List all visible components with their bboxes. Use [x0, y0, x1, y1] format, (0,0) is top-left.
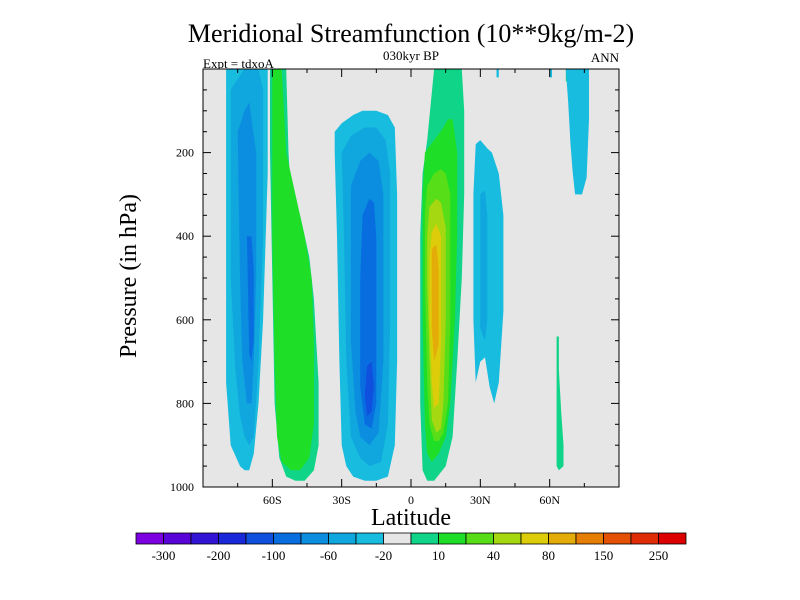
- colorbar-swatch: [465, 532, 494, 545]
- colorbar-swatch: [410, 532, 439, 545]
- colorbar-swatch: [548, 532, 577, 545]
- chart-subtitle-right: ANN: [591, 50, 620, 65]
- colorbar-swatch: [575, 532, 604, 545]
- y-tick-label: 1000: [170, 480, 194, 494]
- contour-nh-ferrel-inner: [480, 190, 488, 341]
- colorbar-label: -300: [152, 548, 176, 563]
- colorbar-label: -100: [262, 548, 286, 563]
- colorbar-swatch: [383, 532, 412, 545]
- colorbar-label: -200: [207, 548, 231, 563]
- x-tick-label: 60N: [539, 493, 560, 507]
- contour-nh-polar-top: [565, 69, 589, 195]
- colorbar-label: 40: [487, 548, 500, 563]
- x-tick-label: 0: [408, 493, 414, 507]
- colorbar-swatch: [603, 532, 632, 545]
- y-tick-label: 800: [176, 396, 194, 410]
- colorbar-label: -20: [375, 548, 392, 563]
- axis-ticks: 60S 30S 0 30N 60N 200 400 600 800 1000: [170, 69, 619, 507]
- x-tick-label: 30N: [470, 493, 491, 507]
- colorbar-swatch: [163, 532, 192, 545]
- colorbar-swatch: [135, 532, 164, 545]
- y-tick-label: 200: [176, 146, 194, 160]
- colorbar-label: 150: [594, 548, 614, 563]
- colorbar-swatch: [218, 532, 247, 545]
- colorbar-swatch: [438, 532, 467, 545]
- contour-fills: [226, 69, 589, 481]
- contour-nh-high-blip1: [496, 69, 499, 78]
- x-tick-label: 60S: [263, 493, 282, 507]
- colorbar: -300 -200 -100 -60 -20 10 40 80 150 250: [135, 532, 687, 563]
- chart-subtitle-center: 030kyr BP: [383, 48, 439, 63]
- contour-sh-ferrel-inner: [272, 69, 314, 471]
- contour-nh-ferrel: [473, 140, 504, 404]
- y-axis-label: Pressure (in hPa): [116, 194, 142, 358]
- plot-area: 60S 30S 0 30N 60N 200 400 600 800 1000: [170, 68, 620, 507]
- contour-nh-hadley-core: [431, 244, 439, 362]
- colorbar-label: 10: [432, 548, 445, 563]
- colorbar-swatch: [493, 532, 522, 545]
- y-tick-label: 600: [176, 313, 194, 327]
- colorbar-swatch: [328, 532, 357, 545]
- colorbar-label: 80: [542, 548, 555, 563]
- contour-nh-polar-bottom: [556, 336, 564, 471]
- colorbar-label: 250: [649, 548, 669, 563]
- colorbar-label: -60: [320, 548, 337, 563]
- colorbar-swatch: [520, 532, 549, 545]
- colorbar-swatch: [658, 532, 687, 545]
- x-axis-label: Latitude: [371, 505, 451, 531]
- colorbar-swatch: [355, 532, 384, 545]
- chart-title: Meridional Streamfunction (10**9kg/m-2): [188, 19, 634, 48]
- chart-subtitle-left: Expt = tdxoA: [203, 56, 274, 71]
- colorbar-swatch: [245, 532, 274, 545]
- colorbar-swatch: [300, 532, 329, 545]
- colorbar-swatch: [190, 532, 219, 545]
- y-tick-label: 400: [176, 229, 194, 243]
- contour-nh-high-blip2: [549, 69, 552, 78]
- colorbar-swatch: [273, 532, 302, 545]
- x-tick-label: 30S: [332, 493, 351, 507]
- colorbar-swatch: [630, 532, 659, 545]
- contour-sh-polar-cell-core: [246, 236, 254, 362]
- contour-sh-hadley-max: [364, 361, 374, 416]
